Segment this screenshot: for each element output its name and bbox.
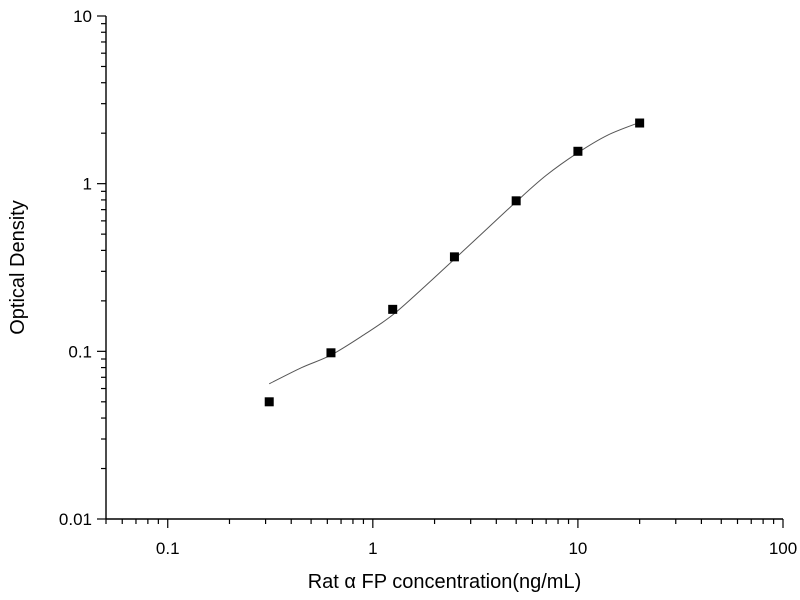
x-tick-label: 1 bbox=[368, 539, 377, 558]
y-tick-label: 0.1 bbox=[68, 342, 92, 361]
data-point bbox=[326, 348, 336, 358]
data-point bbox=[264, 397, 274, 407]
x-tick-label: 100 bbox=[769, 539, 797, 558]
y-axis-title: Optical Density bbox=[7, 200, 29, 335]
data-point bbox=[573, 146, 583, 156]
y-tick-label: 0.01 bbox=[59, 510, 92, 529]
y-tick-label: 1 bbox=[83, 175, 92, 194]
axes bbox=[105, 16, 783, 520]
data-point bbox=[635, 118, 645, 128]
y-tick-label: 10 bbox=[73, 7, 92, 26]
x-axis-title: Rat α FP concentration(ng/mL) bbox=[308, 571, 582, 593]
ticks: 0.1 1 10 100 0.01 0.1 1 10 bbox=[59, 7, 797, 558]
x-tick-label: 0.1 bbox=[156, 539, 180, 558]
data-points bbox=[264, 118, 645, 407]
x-tick-label: 10 bbox=[568, 539, 587, 558]
data-point bbox=[388, 304, 398, 314]
data-point bbox=[449, 252, 459, 262]
data-point bbox=[511, 196, 521, 206]
